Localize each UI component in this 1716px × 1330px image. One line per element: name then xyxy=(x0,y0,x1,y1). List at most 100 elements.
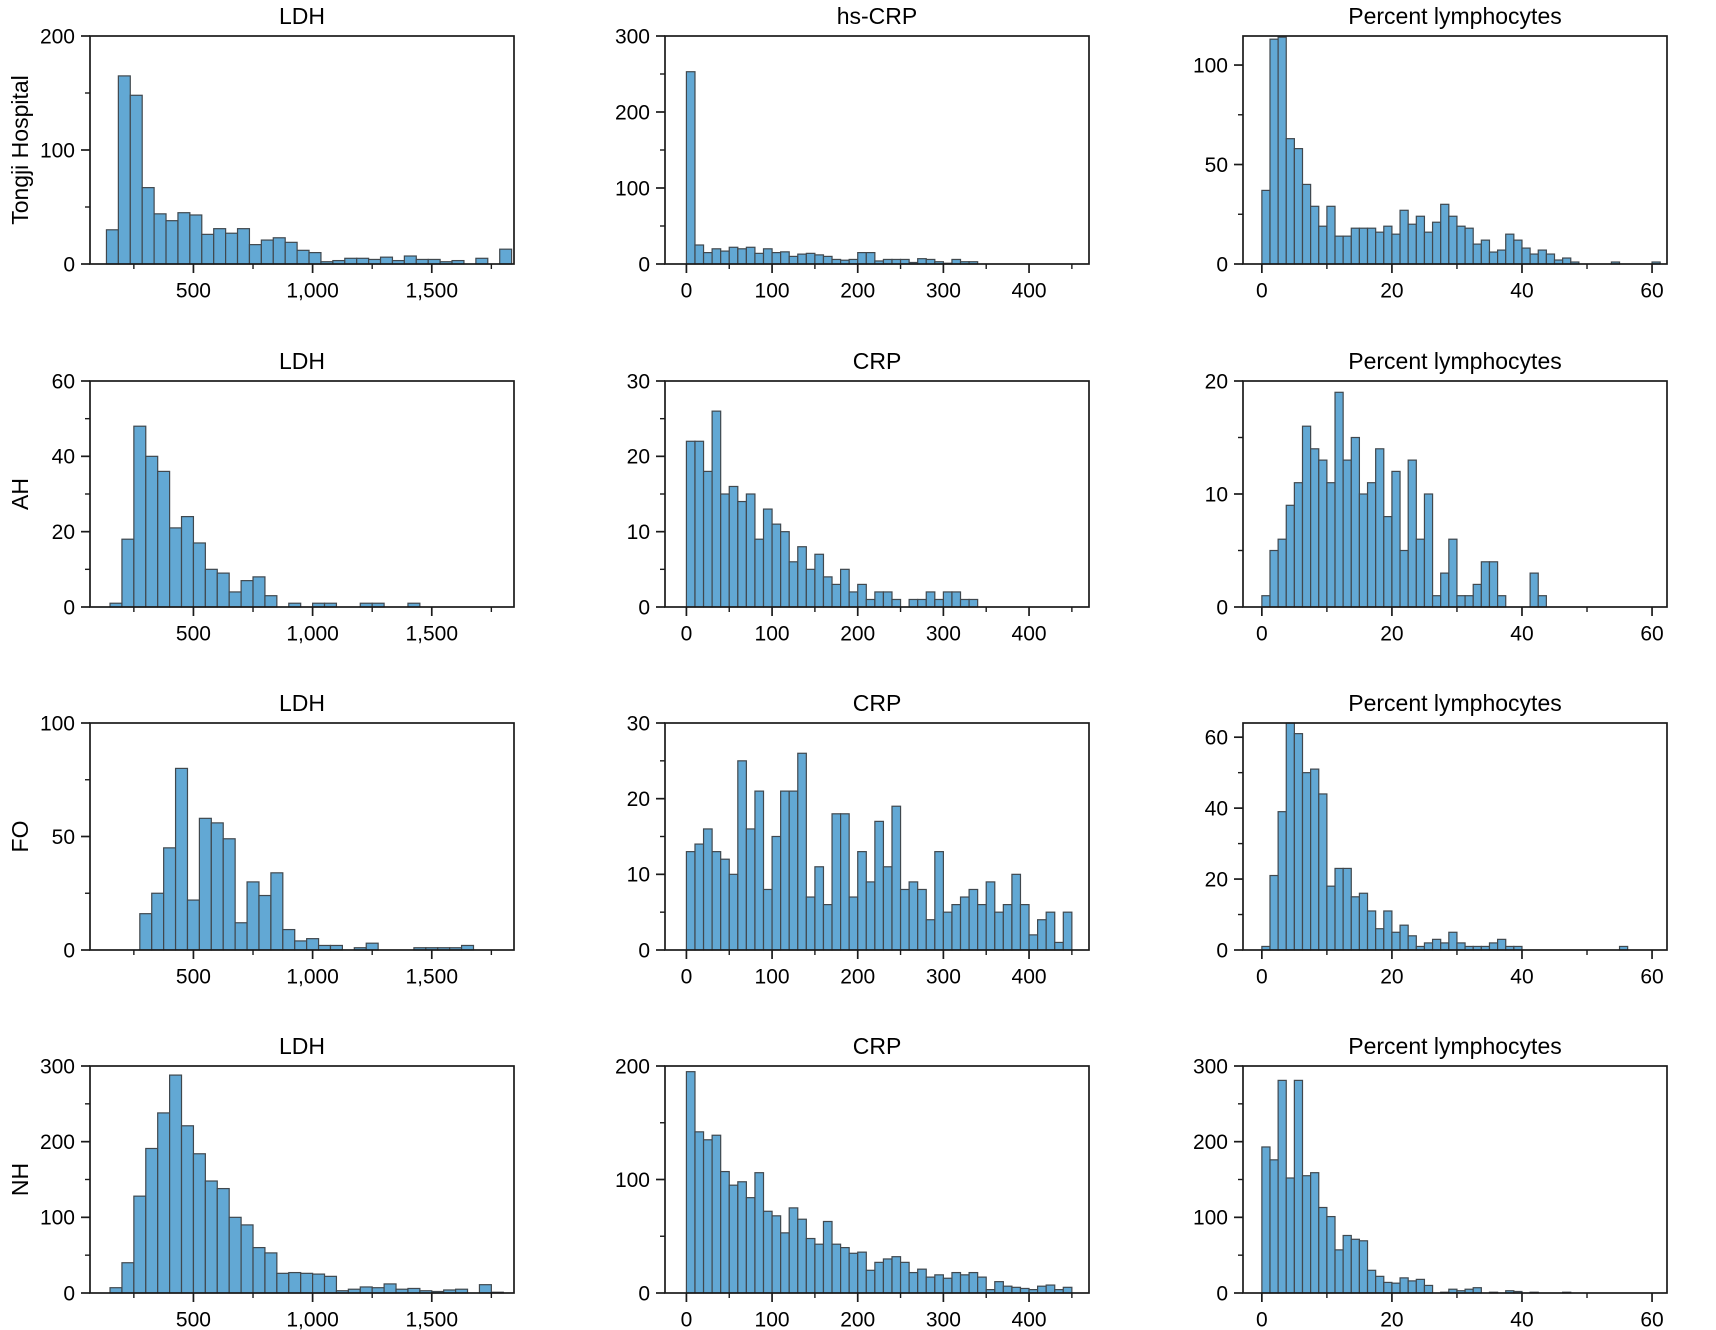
histogram-bar xyxy=(296,249,310,265)
histogram-bar xyxy=(1261,189,1271,265)
histogram-bar xyxy=(1383,515,1393,608)
histogram-bar xyxy=(499,248,513,265)
row-label: FO xyxy=(7,821,33,853)
histogram-bar xyxy=(814,1243,825,1294)
histogram-bar xyxy=(805,568,816,608)
histogram-bar xyxy=(1431,938,1442,951)
x-tick-label: 60 xyxy=(1640,622,1663,645)
histogram-bar xyxy=(1045,1284,1056,1294)
histogram-bar xyxy=(1383,225,1393,265)
bars xyxy=(1261,36,1661,265)
histogram-bar xyxy=(1399,209,1409,265)
y-tick-label: 200 xyxy=(40,25,75,48)
histogram-bar xyxy=(1334,867,1344,951)
bars xyxy=(1261,722,1629,951)
x-tick-label: 1,000 xyxy=(286,279,339,302)
histogram-bar xyxy=(163,847,177,951)
x-tick-label: 20 xyxy=(1380,279,1403,302)
histogram-bar xyxy=(1423,231,1434,265)
histogram-bar xyxy=(934,851,944,951)
histogram-bar xyxy=(788,1207,799,1294)
histogram-bar xyxy=(1456,595,1466,608)
histogram-bar xyxy=(685,851,696,951)
y-tick-label: 100 xyxy=(40,1207,75,1230)
histogram-bar xyxy=(788,255,799,265)
histogram-bar xyxy=(1277,811,1287,951)
histogram-bar xyxy=(1399,549,1409,608)
histogram-bar xyxy=(737,760,747,951)
bars xyxy=(685,71,979,265)
subplot-title: Percent lymphocytes xyxy=(1348,348,1561,374)
histogram-bar xyxy=(240,1224,254,1294)
histogram-bar xyxy=(264,595,278,608)
y-tick-label: 0 xyxy=(63,1282,75,1305)
histogram-bar xyxy=(1562,257,1572,265)
histogram-nh-crp: 0 100 200 300 400 0 100 200 CRP xyxy=(615,1033,1090,1330)
y-tick-label: 10 xyxy=(627,521,650,544)
y-tick-label: 200 xyxy=(40,1131,75,1154)
histogram-bar xyxy=(702,252,713,265)
histogram-bar xyxy=(1375,231,1385,265)
histogram-bar xyxy=(145,1147,159,1294)
histogram-bar xyxy=(210,822,224,951)
histogram-bar xyxy=(839,1246,850,1294)
histogram-bar xyxy=(1002,1285,1013,1294)
histogram-bar xyxy=(959,1274,970,1294)
subplot-title: Percent lymphocytes xyxy=(1348,690,1561,716)
histogram-bar xyxy=(1269,874,1279,951)
histogram-bar xyxy=(260,239,274,265)
histogram-bar xyxy=(1301,183,1312,265)
y-tick-label: 100 xyxy=(615,177,650,200)
histogram-bar xyxy=(240,580,254,608)
x-tick-label: 1,500 xyxy=(405,279,458,302)
histogram-bar xyxy=(711,1134,722,1294)
histogram-bar xyxy=(169,1074,183,1294)
histogram-bar xyxy=(865,598,876,608)
x-tick-label: 500 xyxy=(176,622,211,645)
histogram-bar xyxy=(165,220,179,265)
x-tick-label: 400 xyxy=(1012,279,1047,302)
histogram-bar xyxy=(711,851,722,951)
histogram-bar xyxy=(129,94,143,265)
subplot-title: LDH xyxy=(279,348,325,374)
x-tick-label: 200 xyxy=(840,622,875,645)
histogram-bar xyxy=(771,252,782,265)
histogram-bar xyxy=(1488,942,1499,951)
histogram-bar xyxy=(745,828,756,951)
histogram-bar xyxy=(831,813,842,951)
histogram-bar xyxy=(204,568,218,608)
histogram-bar xyxy=(475,257,489,265)
histogram-bar xyxy=(917,888,927,951)
histogram-bar xyxy=(1496,595,1507,608)
histogram-bar xyxy=(899,1261,910,1294)
histogram-bar xyxy=(1480,239,1491,265)
histogram-bar xyxy=(1350,227,1361,265)
histogram-bar xyxy=(1293,1079,1304,1294)
histogram-bar xyxy=(737,500,747,608)
x-tick-label: 400 xyxy=(1012,622,1047,645)
histogram-bar xyxy=(745,246,756,265)
histogram-bar xyxy=(1062,1286,1073,1294)
histogram-bar xyxy=(1431,595,1442,608)
histogram-bar xyxy=(1342,459,1352,608)
histogram-bar xyxy=(1054,941,1064,951)
histogram-bar xyxy=(908,881,919,951)
x-tick-label: 300 xyxy=(926,622,961,645)
histogram-bar xyxy=(942,591,953,608)
histogram-bar xyxy=(180,515,195,608)
subplot-title: CRP xyxy=(853,690,902,716)
y-tick-label: 0 xyxy=(63,596,75,619)
histogram-bar xyxy=(1415,538,1426,608)
x-tick-label: 0 xyxy=(681,622,693,645)
histogram-bar xyxy=(1391,233,1401,265)
histogram-bar xyxy=(236,228,251,265)
histogram-bar xyxy=(891,1256,902,1294)
histogram-bar xyxy=(1342,867,1352,951)
histogram-bar xyxy=(1529,572,1539,608)
histogram-bar xyxy=(959,598,970,608)
histogram-bar xyxy=(121,538,135,608)
histogram-bar xyxy=(805,252,816,265)
histogram-bar xyxy=(1261,1146,1271,1294)
subplot-title: Percent lymphocytes xyxy=(1348,1033,1561,1059)
histogram-bar xyxy=(246,881,260,951)
